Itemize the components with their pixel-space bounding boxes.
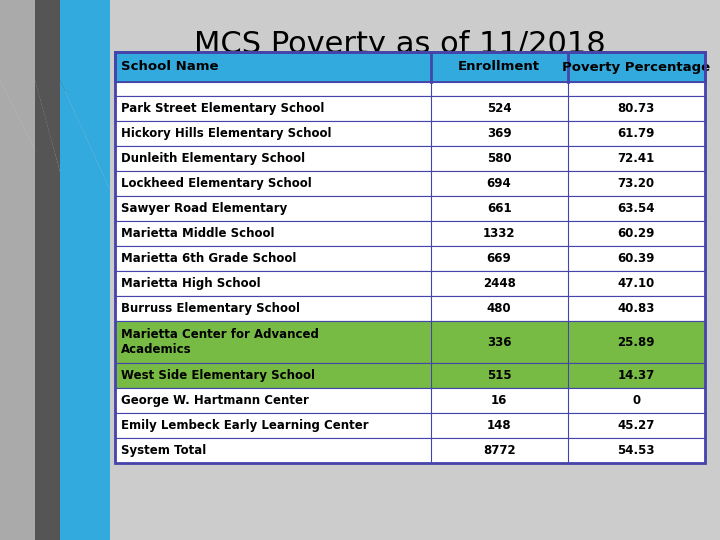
Text: 61.79: 61.79 [618,127,655,140]
Text: Park Street Elementary School: Park Street Elementary School [121,102,325,115]
Polygon shape [35,80,65,540]
Bar [115,296,705,321]
Text: 694: 694 [487,177,511,190]
Text: 336: 336 [487,335,511,348]
Text: 63.54: 63.54 [618,202,655,215]
Bar [115,121,705,146]
Text: 80.73: 80.73 [618,102,655,115]
Bar [115,196,705,221]
Text: Lockheed Elementary School: Lockheed Elementary School [121,177,312,190]
Text: Marietta High School: Marietta High School [121,277,261,290]
Bar [115,146,705,171]
Text: 524: 524 [487,102,511,115]
Text: Enrollment: Enrollment [458,60,540,73]
Text: 580: 580 [487,152,511,165]
Text: 54.53: 54.53 [618,444,655,457]
Text: Sawyer Road Elementary: Sawyer Road Elementary [121,202,287,215]
Text: 73.20: 73.20 [618,177,654,190]
Text: 8772: 8772 [483,444,516,457]
Text: Marietta Center for Advanced
Academics: Marietta Center for Advanced Academics [121,328,319,356]
Text: 1332: 1332 [483,227,516,240]
Text: Emily Lembeck Early Learning Center: Emily Lembeck Early Learning Center [121,419,369,432]
Text: 148: 148 [487,419,511,432]
Bar [115,321,705,363]
Text: 16: 16 [491,394,508,407]
Bar [115,438,705,463]
Text: 47.10: 47.10 [618,277,655,290]
Text: 2448: 2448 [482,277,516,290]
Text: Marietta Middle School: Marietta Middle School [121,227,274,240]
Text: 72.41: 72.41 [618,152,655,165]
Text: George W. Hartmann Center: George W. Hartmann Center [121,394,309,407]
Bar [115,246,705,271]
Text: 480: 480 [487,302,511,315]
Text: School Name: School Name [121,60,218,73]
Polygon shape [60,80,110,540]
Text: West Side Elementary School: West Side Elementary School [121,369,315,382]
Text: 40.83: 40.83 [618,302,655,315]
Text: Burruss Elementary School: Burruss Elementary School [121,302,300,315]
Text: Hickory Hills Elementary School: Hickory Hills Elementary School [121,127,331,140]
Text: 14.37: 14.37 [618,369,655,382]
Bar [115,271,705,296]
Text: Marietta 6th Grade School: Marietta 6th Grade School [121,252,297,265]
Bar [115,363,705,388]
Polygon shape [35,0,65,190]
Polygon shape [0,0,55,190]
Bar [115,52,705,82]
Bar [115,52,705,463]
Text: 369: 369 [487,127,511,140]
Text: 60.39: 60.39 [618,252,655,265]
Text: MCS Poverty as of 11/2018: MCS Poverty as of 11/2018 [194,30,606,59]
Text: 661: 661 [487,202,511,215]
Bar [115,388,705,413]
Bar [115,96,705,121]
Polygon shape [60,0,110,190]
Bar [115,413,705,438]
Bar [115,82,705,96]
Text: System Total: System Total [121,444,206,457]
Text: 45.27: 45.27 [618,419,655,432]
Text: Poverty Percentage: Poverty Percentage [562,60,711,73]
Text: 515: 515 [487,369,511,382]
Text: 0: 0 [632,394,640,407]
Text: 60.29: 60.29 [618,227,655,240]
Text: 25.89: 25.89 [618,335,655,348]
Text: 669: 669 [487,252,511,265]
Polygon shape [0,80,55,540]
Bar [115,221,705,246]
Text: Dunleith Elementary School: Dunleith Elementary School [121,152,305,165]
Bar [115,171,705,196]
